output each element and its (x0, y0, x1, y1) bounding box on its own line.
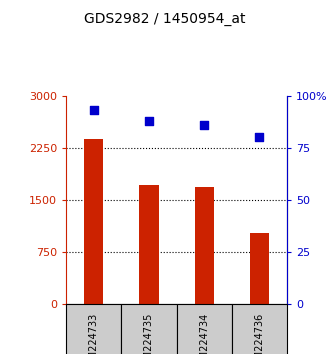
Text: GDS2982 / 1450954_at: GDS2982 / 1450954_at (84, 12, 246, 27)
Text: GSM224733: GSM224733 (89, 313, 99, 354)
Text: GSM224734: GSM224734 (199, 313, 209, 354)
Point (257, 135, 262, 140)
Bar (177, 304, 232, 354)
Bar (121, 304, 177, 354)
Bar (232, 304, 287, 354)
Point (146, 118, 151, 124)
Bar (250, 233, 269, 304)
Bar (139, 185, 159, 304)
Text: GSM224735: GSM224735 (144, 313, 154, 354)
Text: GSM224736: GSM224736 (254, 313, 264, 354)
Point (91, 107, 96, 113)
Bar (66, 304, 121, 354)
Bar (84, 139, 103, 304)
Point (202, 122, 207, 128)
Bar (194, 187, 214, 304)
